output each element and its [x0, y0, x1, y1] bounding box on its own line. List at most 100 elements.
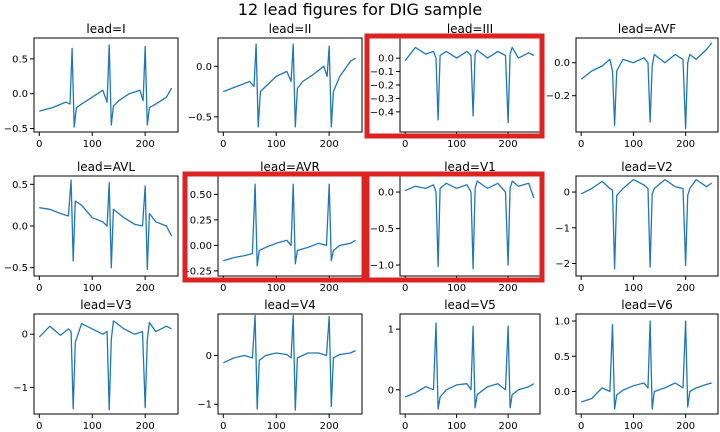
x-tick-label: 100: [267, 139, 286, 150]
x-tick-label: 200: [320, 421, 339, 432]
y-tick-label: 0.0: [378, 188, 394, 199]
y-tick-label: 0.00: [190, 241, 212, 252]
ecg-trace-line: [223, 183, 356, 267]
x-tick-label: 100: [447, 139, 466, 150]
x-tick-label: 0: [220, 283, 226, 294]
x-tick-label: 200: [499, 283, 518, 294]
lead-panel-avl: lead=AVL 0 100 200 −0.5 0.0 0.5: [4, 160, 179, 294]
y-tick-label: 0.0: [12, 89, 28, 100]
x-tick-label: 0: [578, 421, 584, 432]
lead-panel-v2: lead=V2 0 100 200 −2 −1 0: [555, 160, 719, 294]
panel-title: lead=V4: [264, 298, 316, 312]
y-tick-label: 0: [564, 188, 570, 199]
y-tick-label: 1.0: [554, 317, 570, 328]
ecg-trace-line: [580, 320, 712, 410]
axes-frame: [399, 313, 541, 415]
y-tick-label: −0.3: [370, 94, 394, 105]
panel-title: lead=V2: [621, 160, 673, 174]
panel-title: lead=III: [447, 22, 493, 36]
panel-title: lead=II: [269, 22, 312, 36]
ecg-trace-line: [223, 43, 356, 128]
x-tick-label: 0: [578, 283, 584, 294]
x-tick-label: 100: [83, 283, 102, 294]
x-tick-label: 100: [624, 139, 643, 150]
y-tick-label: −1.0: [370, 261, 394, 272]
x-tick-label: 0: [36, 283, 42, 294]
y-tick-label: −0.4: [370, 107, 394, 118]
lead-panel-avr: lead=AVR 0 100 200 −0.25 0.00 0.25 0.50: [181, 160, 367, 294]
x-tick-label: 200: [499, 139, 518, 150]
axes-frame: [217, 313, 363, 415]
x-tick-label: 0: [220, 139, 226, 150]
ecg-trace-line: [404, 46, 535, 124]
x-tick-label: 100: [267, 421, 286, 432]
panel-title: lead=V1: [444, 160, 496, 174]
panel-title: lead=AVF: [618, 22, 676, 36]
x-tick-label: 100: [447, 283, 466, 294]
panel-title: lead=V5: [444, 298, 496, 312]
x-tick-label: 0: [220, 421, 226, 432]
y-tick-label: −1: [555, 223, 570, 234]
x-tick-label: 0: [578, 139, 584, 150]
lead-panel-v1: lead=V1 0 100 200 −1.0 −0.5 0.0: [364, 160, 545, 294]
ecg-trace-line: [39, 179, 173, 270]
ecg-trace-line: [580, 178, 713, 270]
y-tick-label: −1: [13, 383, 28, 394]
lead-panel-v3: lead=V3 0 100 200 −1 0: [13, 298, 179, 432]
y-tick-label: 0.5: [12, 180, 28, 191]
axes-frame: [217, 37, 363, 133]
axes-frame: [399, 37, 541, 133]
axes-frame: [33, 313, 179, 415]
panel-title: lead=AVL: [77, 160, 135, 174]
x-tick-label: 200: [499, 421, 518, 432]
panel-title: lead=V6: [621, 298, 673, 312]
x-tick-label: 100: [624, 283, 643, 294]
ecg-trace-line: [580, 42, 713, 130]
x-tick-label: 100: [447, 421, 466, 432]
highlight-box: [182, 171, 367, 283]
y-tick-label: 0: [22, 330, 28, 341]
x-tick-label: 200: [676, 283, 695, 294]
panel-title: lead=I: [86, 22, 125, 36]
panel-title: lead=AVR: [260, 160, 320, 174]
ecg-trace-line: [38, 320, 172, 411]
x-tick-label: 200: [320, 139, 339, 150]
y-tick-label: 0: [388, 385, 394, 396]
lead-panel-ii: lead=II 0 100 200 −0.5 0.0: [188, 22, 363, 150]
lead-panel-avf: lead=AVF 0 100 200 −0.2 0.0: [546, 22, 719, 150]
y-tick-label: 1: [388, 325, 394, 336]
y-tick-label: 0.0: [12, 222, 28, 233]
x-tick-label: 100: [267, 283, 286, 294]
x-tick-label: 0: [36, 139, 42, 150]
x-tick-label: 0: [402, 283, 408, 294]
lead-panel-iii: lead=III 0 100 200 −0.4 −0.3 −0.2 −0.1 0.0: [364, 22, 545, 150]
x-tick-label: 100: [83, 139, 102, 150]
x-tick-label: 200: [136, 283, 155, 294]
x-tick-label: 200: [136, 421, 155, 432]
figure-title: 12 lead figures for DIG sample: [238, 0, 482, 19]
y-tick-label: −0.5: [4, 263, 28, 274]
x-tick-label: 0: [36, 421, 42, 432]
x-tick-label: 200: [320, 283, 339, 294]
x-tick-label: 200: [136, 139, 155, 150]
y-tick-label: 0.0: [554, 387, 570, 398]
lead-panel-i: lead=I 0 100 200 −0.5 0.0 0.5: [4, 22, 179, 150]
y-tick-label: 0.5: [554, 352, 570, 363]
y-tick-label: 0.0: [378, 54, 394, 65]
y-tick-label: 0.25: [190, 215, 212, 226]
y-tick-label: 0: [206, 351, 212, 362]
y-tick-label: 0.50: [190, 190, 212, 201]
y-tick-label: −2: [555, 259, 570, 270]
ecg-trace-line: [404, 322, 535, 410]
axes-frame: [575, 175, 719, 277]
axes-frame: [33, 37, 179, 133]
ecg-trace-line: [223, 314, 356, 411]
x-tick-label: 0: [402, 421, 408, 432]
y-tick-label: −0.5: [4, 124, 28, 135]
y-tick-label: −1: [197, 400, 212, 411]
x-tick-label: 200: [676, 421, 695, 432]
panel-title: lead=V3: [80, 298, 132, 312]
highlight-box: [364, 33, 545, 139]
